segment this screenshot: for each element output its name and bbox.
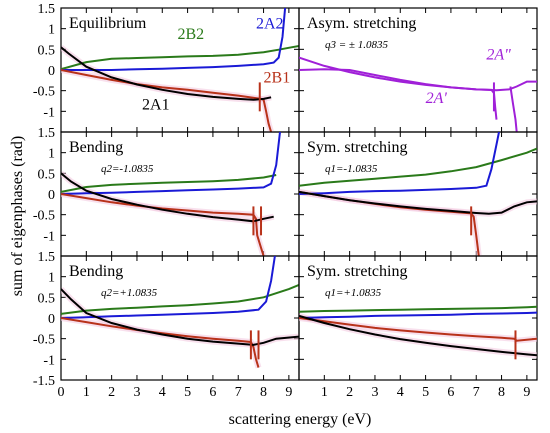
series-line-3 [509, 86, 518, 132]
x-tick-label: 2 [108, 385, 115, 400]
series-halo [299, 188, 537, 217]
symmetry-label: 2A1 [142, 96, 170, 113]
series-line-1 [61, 45, 299, 71]
y-tick-label: 1.5 [38, 250, 56, 265]
series-line-2 [61, 256, 276, 319]
series-line-1 [299, 305, 537, 313]
panel-4: Sym. stretching q1=-1.0835 [298, 131, 538, 257]
y-tick-label: -0.5 [33, 85, 55, 100]
x-tick-label: 7 [473, 385, 480, 400]
x-tick-label: 5 [184, 385, 191, 400]
y-tick-label: 0.5 [38, 291, 56, 306]
panel-2: Asym. stretching q3 = ± 1.0835 2A" 2A' [298, 7, 538, 133]
panel-subtitle: q2=+1.0835 [101, 287, 158, 299]
x-tick-label: 7 [235, 385, 242, 400]
series-line-4 [299, 314, 537, 357]
series-line-2 [299, 68, 537, 92]
panel-subtitle: q2=-1.0835 [101, 163, 154, 175]
x-tick-label: 9 [285, 385, 292, 400]
x-tick-label: 8 [498, 385, 505, 400]
y-tick-label: 1 [48, 271, 55, 286]
symmetry-label: 2A2 [256, 16, 284, 33]
series-line-4 [61, 46, 272, 101]
y-tick-label: 0.5 [38, 167, 56, 182]
x-tick-label: 8 [260, 385, 267, 400]
panel-5: 1.510.50-0.5-1-1.50 1 2 3 4 5 6 7 8 9Bendingq2=+1… [33, 250, 300, 400]
plot-area [61, 132, 281, 256]
y-tick-label: 0 [48, 312, 55, 327]
x-axis-title: scattering energy (eV) [229, 411, 372, 428]
panel-6: 1 2 3 4 5 6 7 8 9 Sym. stretching q1=+1.0835 [298, 255, 538, 400]
series-line-3 [61, 317, 260, 368]
y-tick-label: 1 [48, 23, 55, 38]
panel-1: 1.5 1 0.5 0 -0.5 -1 Equilibrium 2B2 2A2 2B1 2A1 [33, 2, 300, 133]
y-tick-label: 1 [48, 147, 55, 162]
symmetry-label: 2A" [486, 47, 511, 64]
plot-area [299, 305, 537, 360]
symmetry-label: 2B1 [264, 69, 291, 86]
series-halo [61, 191, 267, 256]
symmetry-label: 2A' [426, 90, 448, 107]
plot-area [299, 132, 537, 256]
series-line-1 [61, 174, 277, 193]
y-tick-label: 0.5 [38, 43, 56, 58]
series-line-4 [299, 190, 537, 215]
panel-title: Bending [69, 263, 123, 280]
series-line-3 [299, 190, 480, 256]
y-tick-label: 1.5 [38, 126, 56, 141]
series-line-3 [61, 69, 273, 132]
x-tick-label: 6 [447, 385, 454, 400]
series-halo [299, 188, 482, 256]
y-tick-label: 1.5 [38, 2, 56, 17]
panel-title: Bending [69, 139, 123, 156]
x-tick-label: 0 [58, 385, 65, 400]
panel-title: Equilibrium [69, 15, 147, 32]
series-line-3 [61, 193, 265, 256]
panel-subtitle: q3 = ± 1.0835 [325, 39, 388, 51]
panel-3: 1.5 1 0.5 0 -0.5 -1 Bending q2=-1.0835 [33, 126, 300, 257]
x-tick-label: 4 [159, 385, 166, 400]
x-tick-label: 4 [397, 385, 404, 400]
plot-area [61, 256, 299, 369]
plot-area [61, 8, 299, 132]
y-tick-label: -0.5 [33, 209, 55, 224]
x-tick-label: 1 [83, 385, 90, 400]
panel-subtitle: q1=-1.0835 [325, 163, 378, 175]
series-line-4 [61, 288, 299, 346]
symmetry-label: 2B2 [177, 26, 204, 43]
x-tick-label: 6 [209, 385, 216, 400]
x-tick-label: 3 [133, 385, 140, 400]
panel-title: Sym. stretching [307, 139, 407, 156]
panel-title: Asym. stretching [307, 15, 416, 32]
series-line-2 [299, 132, 500, 195]
x-tick-label: 9 [523, 385, 530, 400]
x-tick-label: 2 [346, 385, 353, 400]
series-line-2 [61, 8, 287, 71]
series-line-4 [61, 172, 274, 223]
series-line-2 [61, 132, 281, 195]
y-axis-title: sum of eigenphases (rad) [9, 136, 26, 296]
y-tick-label: 0 [48, 188, 55, 203]
series-line-2 [299, 311, 537, 319]
y-tick-label: -1 [43, 105, 55, 120]
y-tick-label: -0.5 [33, 333, 55, 348]
panel-title: Sym. stretching [307, 263, 407, 280]
y-tick-label: 0 [48, 64, 55, 79]
series-line-1 [299, 147, 537, 187]
plot-area [299, 56, 537, 132]
series-line-1 [61, 283, 299, 315]
x-tick-label: 5 [422, 385, 429, 400]
y-tick-label: -1 [43, 353, 55, 368]
x-tick-label: 1 [321, 385, 328, 400]
panel-subtitle: q1=+1.0835 [325, 287, 382, 299]
y-tick-label: -1 [43, 229, 55, 244]
y-tick-label: -1.5 [33, 374, 55, 389]
x-tick-label: 3 [371, 385, 378, 400]
